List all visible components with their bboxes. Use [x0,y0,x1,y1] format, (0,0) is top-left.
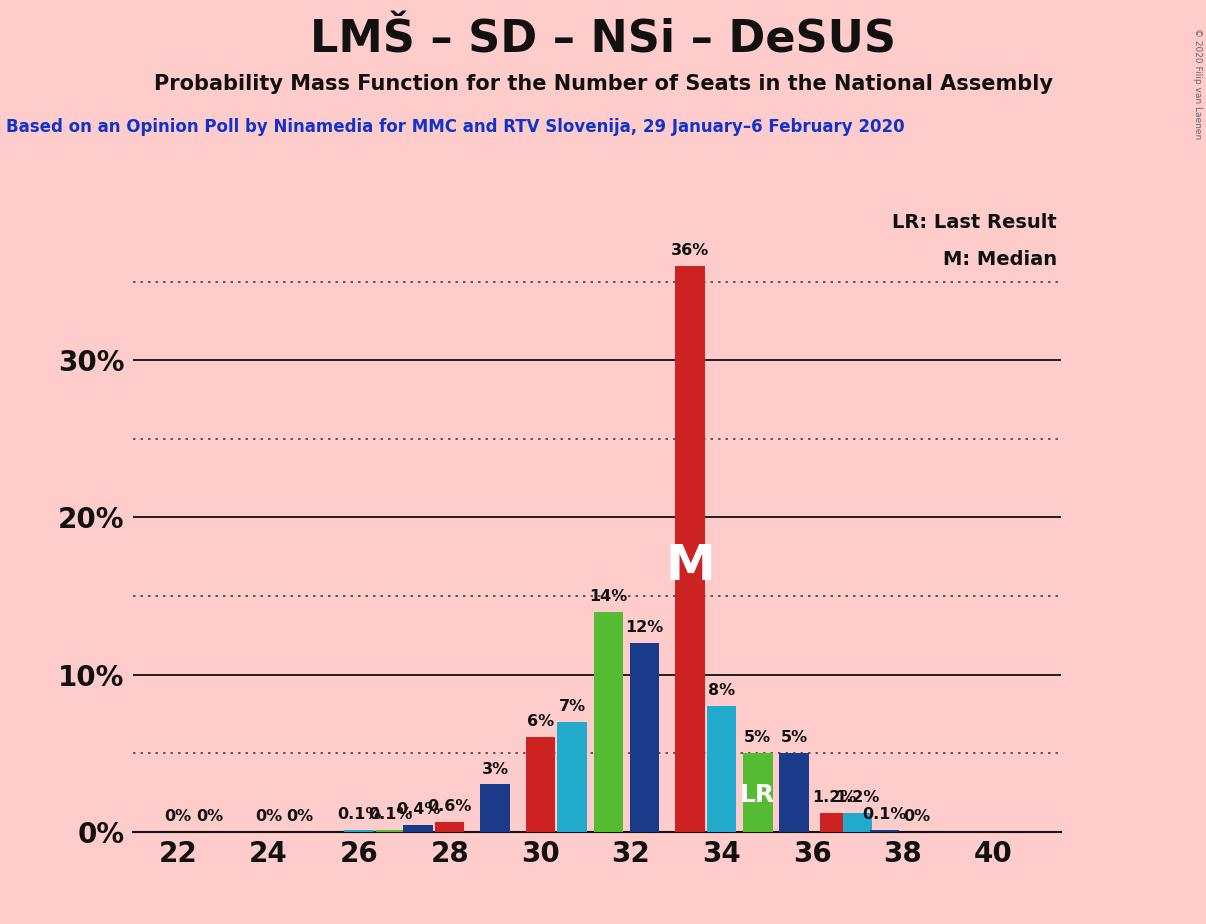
Text: 0.6%: 0.6% [428,799,472,814]
Text: 0%: 0% [197,808,223,824]
Bar [593,612,624,832]
Text: Probability Mass Function for the Number of Seats in the National Assembly: Probability Mass Function for the Number… [153,74,1053,94]
Bar [403,825,433,832]
Text: 0%: 0% [903,808,930,824]
Bar [779,753,809,832]
Text: 8%: 8% [708,683,736,699]
Text: 6%: 6% [527,714,554,730]
Text: 5%: 5% [744,730,772,745]
Text: 1.2%: 1.2% [813,790,857,805]
Text: 0%: 0% [254,808,282,824]
Text: 12%: 12% [626,620,663,636]
Text: 0%: 0% [164,808,192,824]
Text: 0.1%: 0.1% [862,808,907,822]
Text: 0%: 0% [287,808,314,824]
Bar [843,813,872,832]
Bar [820,813,849,832]
Text: 0.4%: 0.4% [396,802,440,818]
Bar [630,643,660,832]
Text: 7%: 7% [558,699,586,713]
Text: 1.2%: 1.2% [836,790,879,805]
Bar [345,830,374,832]
Bar [526,737,555,832]
Text: Based on an Opinion Poll by Ninamedia for MMC and RTV Slovenija, 29 January–6 Fe: Based on an Opinion Poll by Ninamedia fo… [6,118,904,136]
Bar [376,830,405,832]
Bar [707,706,736,832]
Text: 36%: 36% [671,243,709,258]
Bar [870,830,900,832]
Bar [480,784,510,832]
Text: 3%: 3% [481,761,509,776]
Bar [557,722,587,832]
Text: LMŠ – SD – NSi – DeSUS: LMŠ – SD – NSi – DeSUS [310,18,896,62]
Text: 0.1%: 0.1% [336,808,381,822]
Bar [435,822,464,832]
Text: LR: Last Result
M: Median: LR: Last Result M: Median [892,213,1056,269]
Bar [743,753,773,832]
Text: LR: LR [740,783,775,807]
Text: M: M [665,541,715,590]
Text: 5%: 5% [780,730,808,745]
Text: 14%: 14% [590,589,627,604]
Bar [675,266,704,832]
Text: 0.1%: 0.1% [369,808,412,822]
Text: © 2020 Filip van Laenen: © 2020 Filip van Laenen [1193,28,1202,139]
